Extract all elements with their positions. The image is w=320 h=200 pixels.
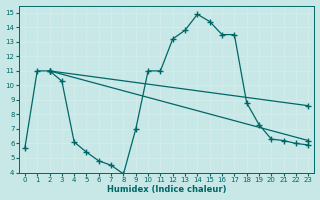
X-axis label: Humidex (Indice chaleur): Humidex (Indice chaleur): [107, 185, 226, 194]
